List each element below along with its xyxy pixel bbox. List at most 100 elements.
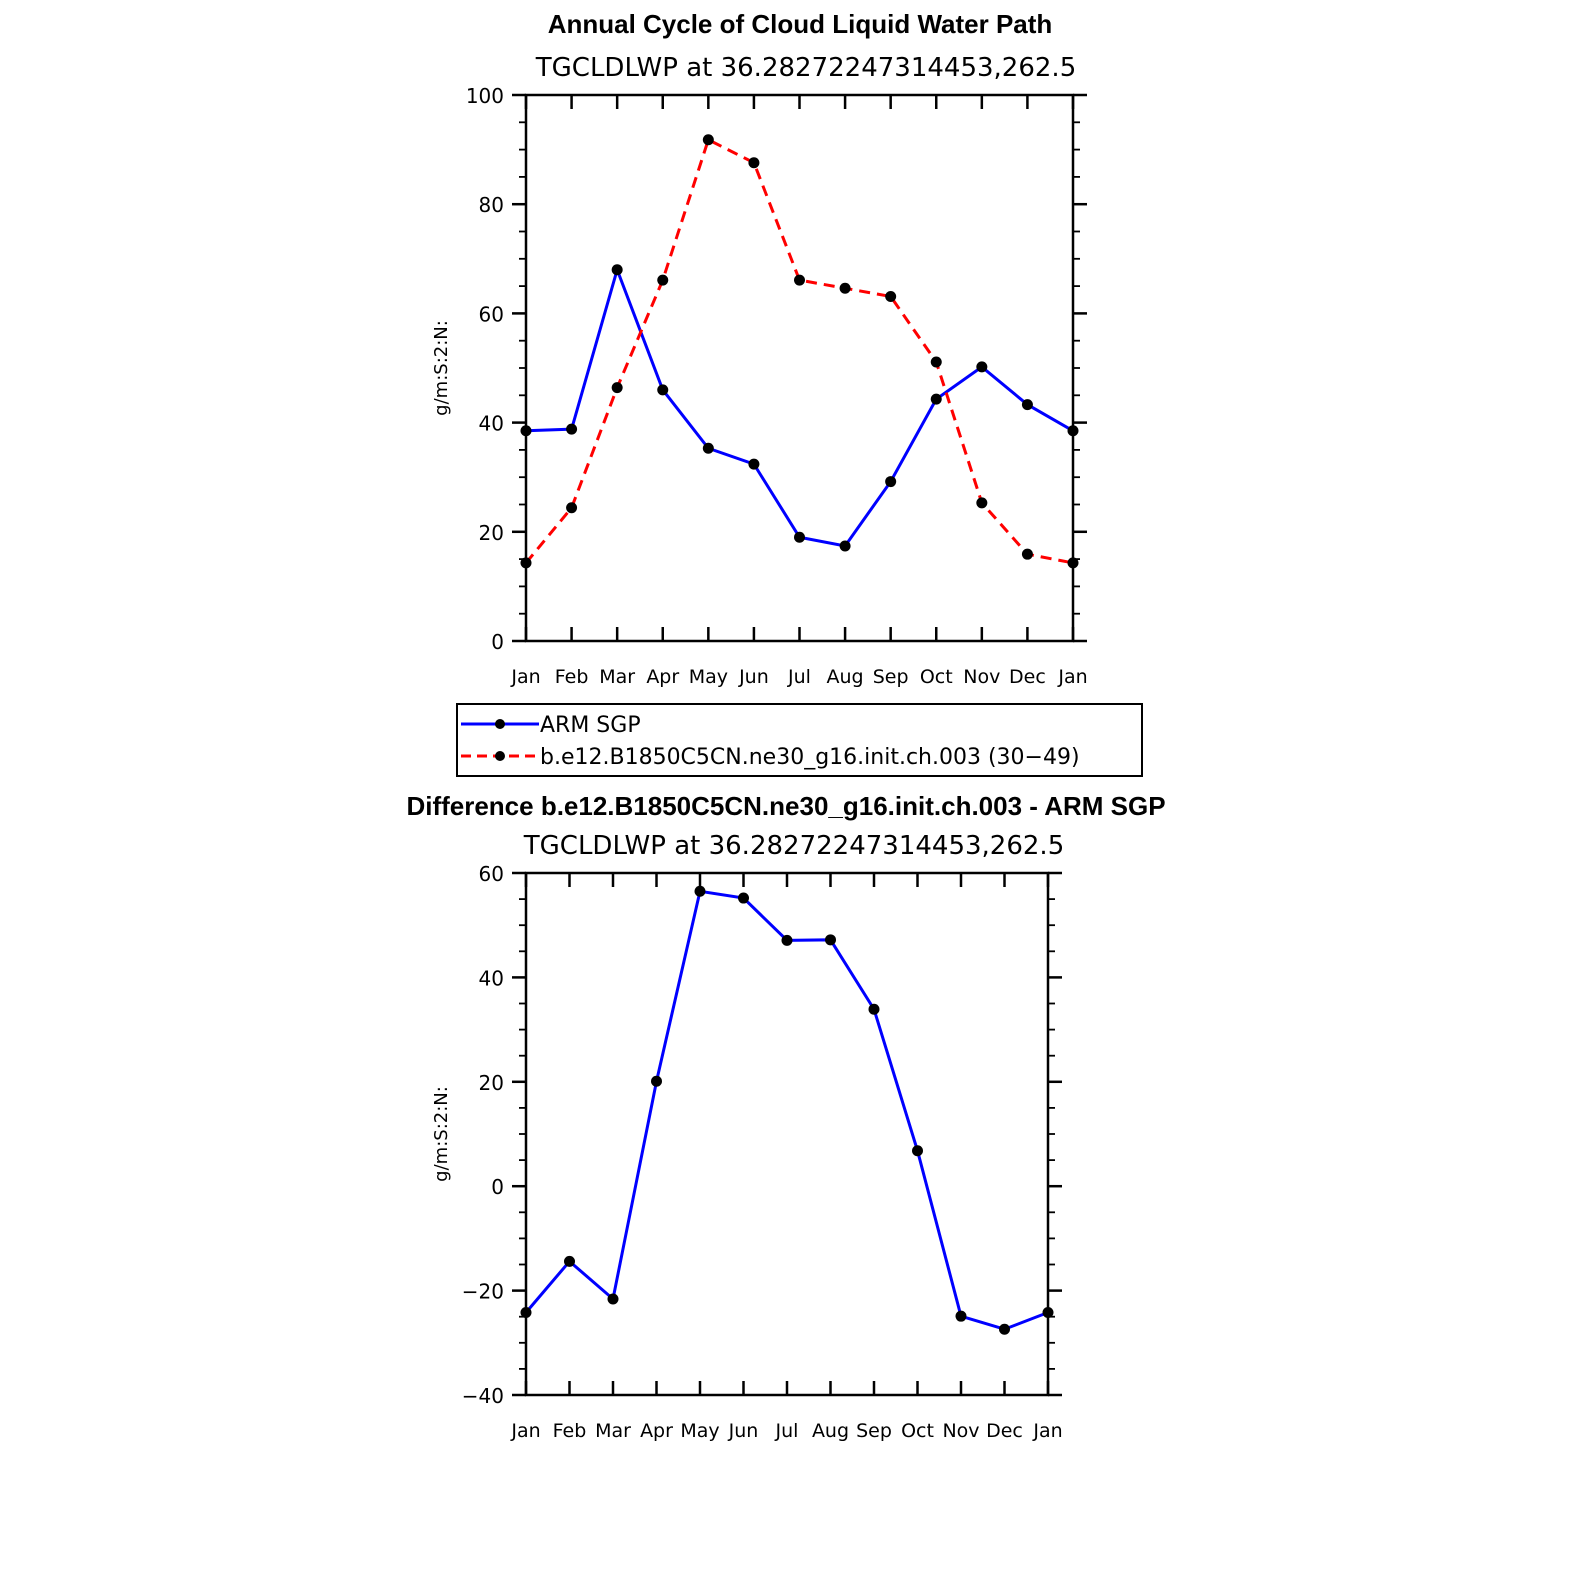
y-tick-label: 40 (479, 412, 504, 436)
x-tick-label: Nov (942, 1420, 979, 1442)
chart2-title: Difference b.e12.B1850C5CN.ne30_g16.init… (406, 791, 1165, 821)
x-tick-label: Apr (640, 1420, 673, 1442)
data-point (955, 1310, 967, 1322)
data-point (839, 282, 851, 294)
x-tick-label: May (689, 666, 728, 688)
data-point (611, 264, 623, 276)
data-point (885, 290, 897, 302)
x-tick-label: Jan (510, 1420, 540, 1442)
series-line-0 (525, 264, 1074, 548)
y-tick-label: −20 (462, 1280, 504, 1304)
legend-arm-label: ARM SGP (540, 713, 641, 738)
data-point (738, 892, 749, 904)
y-tick-label: 80 (479, 193, 504, 217)
y-tick-label: 20 (479, 1071, 504, 1095)
x-tick-label: Jul (787, 666, 811, 688)
series-line-1 (524, 137, 1074, 565)
data-point (520, 557, 532, 569)
data-point (748, 157, 760, 169)
legend-box (456, 703, 1143, 777)
data-point (794, 531, 805, 543)
data-point (930, 393, 942, 405)
chart2-plot: −40 −20 0 20 40 60 Jan Feb Mar Apr May Jun Jul Aug Sep… (462, 862, 1063, 1442)
x-tick-label: Feb (553, 1420, 587, 1442)
x-tick-label: Jan (1057, 666, 1087, 688)
x-tick-label: Mar (599, 666, 635, 688)
data-point (976, 497, 988, 509)
plot-frame (524, 871, 1050, 1397)
data-point (1021, 399, 1033, 411)
x-tick-label: Apr (646, 666, 679, 688)
data-point (702, 442, 714, 454)
legend-model-marker (495, 751, 505, 761)
data-point (611, 382, 623, 394)
data-point (825, 934, 836, 946)
legend-model-label: b.e12.B1850C5CN.ne30_g16.init.ch.003 (30… (540, 745, 1080, 770)
x-tick-label: Nov (963, 666, 1000, 688)
data-point (912, 1145, 923, 1157)
data-point (566, 502, 578, 514)
data-point (999, 1323, 1010, 1335)
x-tick-label: Oct (901, 1420, 934, 1442)
data-point (566, 423, 578, 435)
data-point (1021, 548, 1033, 560)
data-point (1042, 1307, 1054, 1319)
series-line-0 (524, 889, 1049, 1331)
data-point (976, 361, 988, 373)
x-tick-label: Oct (920, 666, 953, 688)
x-tick-label: Sep (873, 666, 909, 688)
chart1-ylabel: g/m:S:2:N: (431, 320, 452, 416)
chart1-plot: 0 20 40 60 80 100 Jan Feb Mar Apr May Jun Jul Aug Sep O… (466, 84, 1088, 688)
x-tick-label: Jan (1032, 1420, 1062, 1442)
y-tick-label: 0 (491, 1175, 504, 1199)
chart1-subtitle: TGCLDLWP at 36.28272247314453,262.5 (535, 53, 1076, 83)
data-point (702, 134, 714, 146)
data-point (748, 458, 760, 470)
data-point (794, 274, 805, 286)
data-point (564, 1255, 575, 1267)
x-tick-label: Jun (738, 666, 769, 688)
y-tick-label: 100 (466, 84, 504, 108)
x-tick-label: Jan (510, 666, 540, 688)
x-tick-label: Mar (595, 1420, 631, 1442)
x-tick-label: Aug (812, 1420, 849, 1442)
x-tick-label: Dec (1009, 666, 1046, 688)
data-point (1067, 557, 1079, 569)
data-point (1067, 425, 1079, 437)
data-point (607, 1293, 619, 1305)
x-tick-label: Jun (728, 1420, 759, 1442)
plot-frame (524, 93, 1075, 643)
y-tick-label: 60 (479, 302, 504, 326)
difference-chart: Difference b.e12.B1850C5CN.ne30_g16.init… (406, 791, 1165, 1442)
chart1-legend: ARM SGP b.e12.B1850C5CN.ne30_g16.init.ch… (456, 703, 1143, 777)
data-point (930, 356, 942, 368)
chart1-title: Annual Cycle of Cloud Liquid Water Path (548, 9, 1053, 39)
data-point (781, 934, 793, 946)
data-point (520, 425, 532, 437)
chart2-ylabel: g/m:S:2:N: (431, 1086, 452, 1182)
data-point (839, 540, 851, 552)
x-tick-label: Jul (775, 1420, 799, 1442)
data-point (651, 1075, 662, 1087)
data-point (520, 1307, 532, 1319)
y-tick-label: 60 (479, 862, 504, 886)
y-tick-label: −40 (462, 1384, 504, 1408)
y-tick-label: 40 (479, 966, 504, 990)
x-tick-label: May (680, 1420, 719, 1442)
legend-arm-marker (495, 719, 505, 729)
y-tick-label: 0 (491, 630, 504, 654)
x-tick-label: Aug (827, 666, 864, 688)
data-point (657, 274, 669, 286)
annual-cycle-chart: Annual Cycle of Cloud Liquid Water Path … (431, 9, 1088, 688)
data-point (657, 384, 669, 396)
x-tick-label: Sep (856, 1420, 892, 1442)
x-tick-label: Feb (555, 666, 589, 688)
data-point (694, 885, 706, 897)
chart2-subtitle: TGCLDLWP at 36.28272247314453,262.5 (523, 831, 1064, 861)
x-tick-label: Dec (986, 1420, 1023, 1442)
y-tick-label: 20 (479, 521, 504, 545)
data-point (868, 1003, 880, 1015)
data-point (885, 476, 897, 488)
